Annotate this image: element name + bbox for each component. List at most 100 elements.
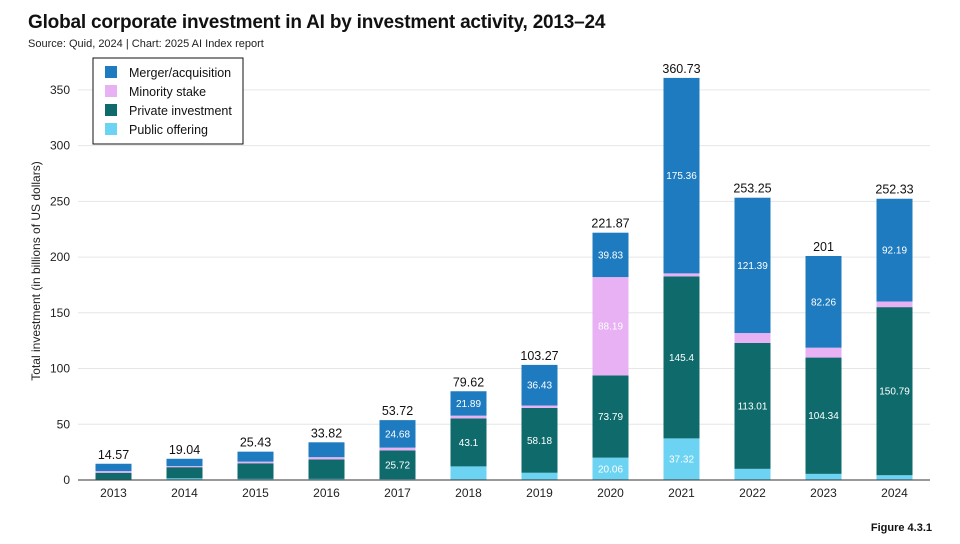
x-tick-label: 2022 <box>739 486 766 500</box>
bar-segment <box>95 463 132 472</box>
bar-segment <box>876 307 913 476</box>
bar-segment <box>450 391 487 416</box>
bar-segment <box>237 463 274 479</box>
bar-segment <box>379 450 416 480</box>
x-tick-label: 2021 <box>668 486 695 500</box>
segment-value-label: 37.32 <box>669 455 694 466</box>
x-tick-label: 2018 <box>455 486 482 500</box>
legend-swatch <box>105 123 117 135</box>
bar-total-label: 53.72 <box>382 404 413 418</box>
figure-label: Figure 4.3.1 <box>870 522 932 534</box>
y-tick-label: 150 <box>50 306 70 320</box>
x-tick-label: 2016 <box>313 486 340 500</box>
bar-segment <box>308 459 345 479</box>
y-axis-label: Total investment (in billions of US doll… <box>29 161 43 380</box>
segment-value-label: 20.06 <box>598 464 623 475</box>
bar-total-label: 79.62 <box>453 375 484 389</box>
bar-segment <box>308 442 345 458</box>
segment-value-label: 24.68 <box>385 429 410 440</box>
x-tick-label: 2023 <box>810 486 837 500</box>
bar-segment <box>237 478 274 480</box>
legend-label: Merger/acquisition <box>129 66 231 80</box>
legend-swatch <box>105 66 117 78</box>
bar-segment <box>592 375 629 458</box>
bar-segment <box>876 475 913 480</box>
legend-label: Public offering <box>129 123 208 137</box>
legend-swatch <box>105 104 117 116</box>
x-tick-label: 2015 <box>242 486 269 500</box>
segment-value-label: 43.1 <box>459 438 479 449</box>
y-tick-label: 0 <box>63 473 70 487</box>
bar-segment <box>521 407 558 473</box>
y-tick-label: 300 <box>50 139 70 153</box>
segment-value-label: 92.19 <box>882 246 907 257</box>
bar-segment <box>450 466 487 480</box>
bar-segment <box>805 255 842 348</box>
y-tick-label: 350 <box>50 83 70 97</box>
bar-segment <box>805 473 842 480</box>
bar-segment <box>734 468 771 480</box>
bar-total-label: 14.57 <box>98 448 129 462</box>
bar-segment <box>379 447 416 451</box>
bar-segment <box>734 333 771 343</box>
bar-segment <box>663 77 700 274</box>
bar-segment <box>308 478 345 480</box>
bar-total-label: 201 <box>813 240 834 254</box>
chart-title: Global corporate investment in AI by inv… <box>28 12 606 33</box>
bar-total-label: 252.33 <box>875 183 913 197</box>
bar-segment <box>237 451 274 462</box>
bar-segment <box>592 457 629 480</box>
bar-segment <box>450 415 487 419</box>
x-tick-label: 2017 <box>384 486 411 500</box>
segment-value-label: 39.83 <box>598 250 623 261</box>
bar-segment <box>308 457 345 460</box>
legend-label: Minority stake <box>129 85 206 99</box>
segment-value-label: 25.72 <box>385 460 410 471</box>
segment-value-label: 113.01 <box>738 401 768 412</box>
bar-segment <box>805 357 842 474</box>
segment-value-label: 175.36 <box>666 171 697 182</box>
segment-value-label: 121.39 <box>737 261 768 272</box>
legend-label: Private investment <box>129 104 232 118</box>
bar-segment <box>663 438 700 480</box>
y-tick-label: 250 <box>50 194 70 208</box>
bar-segment <box>237 461 274 464</box>
y-tick-label: 100 <box>50 362 70 376</box>
bar-total-label: 253.25 <box>733 182 771 196</box>
x-tick-label: 2020 <box>597 486 624 500</box>
bar-segment <box>450 418 487 467</box>
segment-value-label: 82.26 <box>811 297 836 308</box>
bar-segment <box>663 276 700 439</box>
segment-value-label: 21.89 <box>456 399 481 410</box>
legend-swatch <box>105 85 117 97</box>
x-tick-label: 2019 <box>526 486 553 500</box>
bar-segment <box>805 347 842 358</box>
legend-box <box>92 57 244 145</box>
y-tick-label: 50 <box>57 417 71 431</box>
bar-segment <box>876 301 913 308</box>
bar-segment <box>521 405 558 408</box>
bar-segment <box>166 466 203 468</box>
bar-segment <box>379 420 416 448</box>
bar-segment <box>876 198 913 302</box>
bar-segment <box>734 342 771 469</box>
bar-segment <box>166 458 203 467</box>
bar-segment <box>166 467 203 479</box>
segment-value-label: 150.79 <box>879 387 910 398</box>
bar-segment <box>592 232 629 278</box>
segment-value-label: 36.43 <box>527 381 552 392</box>
chart-source: Source: Quid, 2024 | Chart: 2025 AI Inde… <box>28 38 264 50</box>
bar-segment <box>663 273 700 277</box>
segment-value-label: 88.19 <box>598 322 623 333</box>
segment-value-label: 104.34 <box>808 411 839 422</box>
x-tick-label: 2024 <box>881 486 908 500</box>
bar-total-label: 103.27 <box>520 349 558 363</box>
bar-segment <box>521 364 558 406</box>
bar-total-label: 33.82 <box>311 426 342 440</box>
bar-segment <box>95 471 132 473</box>
x-tick-label: 2014 <box>171 486 198 500</box>
segment-value-label: 145.4 <box>669 353 694 364</box>
segment-value-label: 58.18 <box>527 436 552 447</box>
bar-segment <box>734 197 771 334</box>
bar-segment <box>166 478 203 480</box>
